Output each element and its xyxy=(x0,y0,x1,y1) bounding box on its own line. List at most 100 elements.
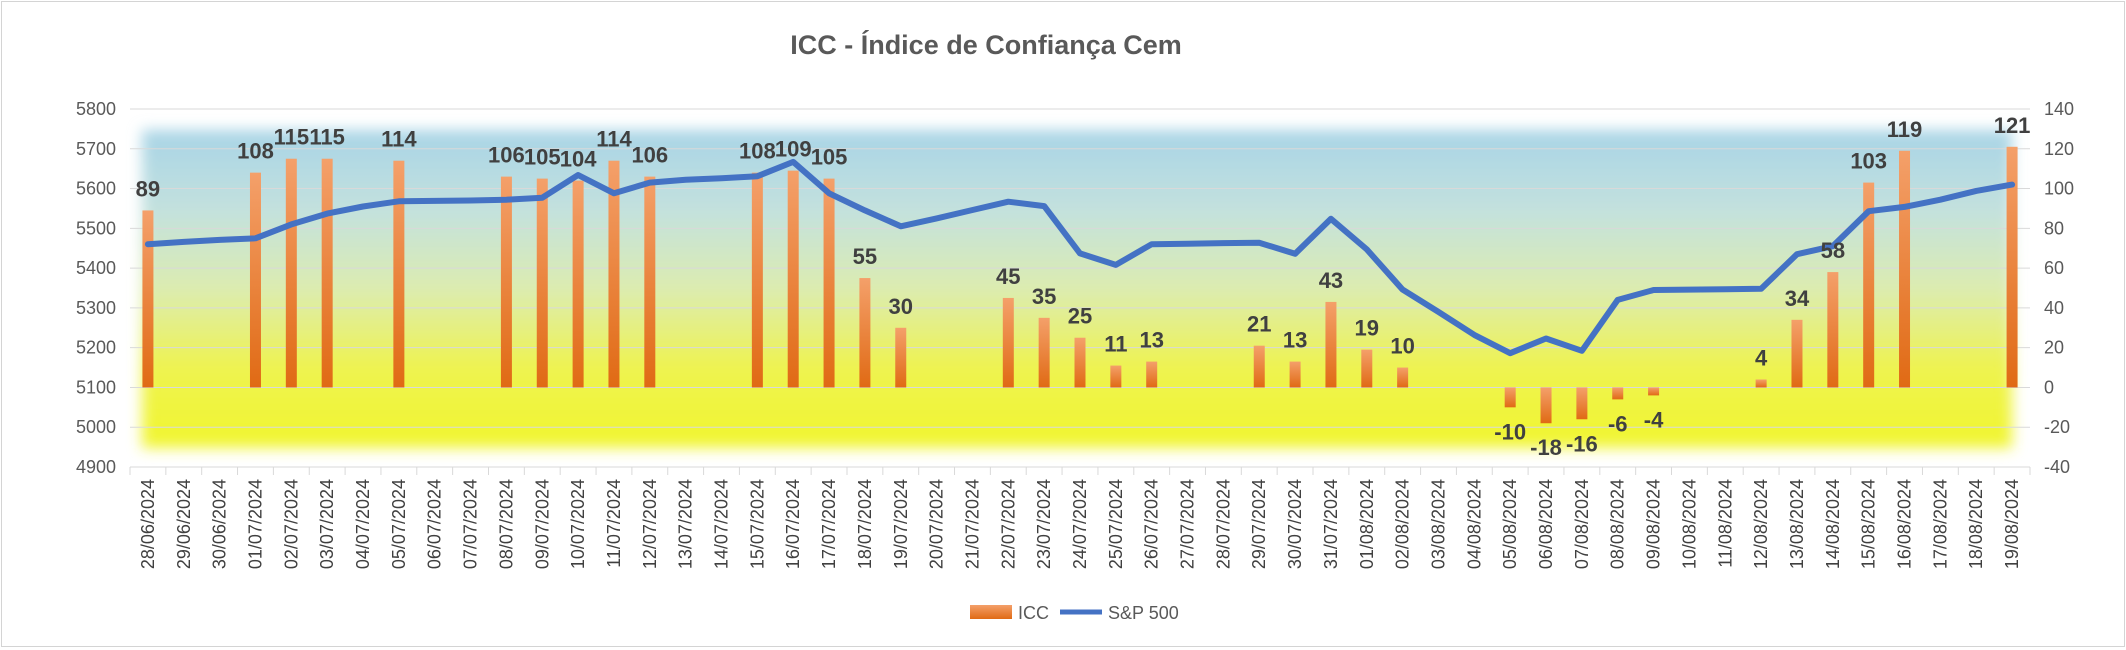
icc-data-label: 114 xyxy=(381,127,417,152)
icc-bar xyxy=(536,178,548,388)
icc-bar xyxy=(572,180,584,388)
icc-bar xyxy=(1899,150,1911,388)
icc-data-label: 105 xyxy=(524,145,561,170)
x-tick-label: 13/07/2024 xyxy=(676,479,696,569)
chart-title: ICC - Índice de Confiança Cem xyxy=(790,29,1182,60)
left-tick-label: 5200 xyxy=(76,338,116,358)
icc-data-label: 13 xyxy=(1283,328,1307,353)
icc-data-label: -18 xyxy=(1530,435,1562,460)
icc-bar xyxy=(1827,272,1839,388)
icc-data-label: 104 xyxy=(560,147,597,172)
x-tick-label: 16/07/2024 xyxy=(783,479,803,569)
icc-bar xyxy=(1002,297,1014,388)
icc-bar xyxy=(285,158,297,388)
icc-bar xyxy=(1791,319,1803,388)
icc-bar xyxy=(1038,317,1050,388)
x-tick-label: 09/08/2024 xyxy=(1644,479,1664,569)
icc-bar xyxy=(2006,146,2018,388)
x-tick-label: 21/07/2024 xyxy=(962,479,982,569)
x-tick-label: 29/07/2024 xyxy=(1249,479,1269,569)
x-tick-label: 28/06/2024 xyxy=(138,479,158,569)
left-axis-ticks: 4900 5000 5100 5200 5300 5400 5500 5600 5700 5800 xyxy=(76,99,116,477)
right-axis-ticks: -40 -20 0 20 40 60 80 100 120 140 xyxy=(2044,99,2074,477)
left-tick-label: 5600 xyxy=(76,179,116,199)
left-tick-label: 4900 xyxy=(76,457,116,477)
icc-data-label: 55 xyxy=(853,244,877,269)
left-tick-label: 5800 xyxy=(76,99,116,119)
x-tick-label: 24/07/2024 xyxy=(1070,479,1090,569)
icc-bar xyxy=(1253,345,1265,388)
icc-bars xyxy=(142,146,2018,424)
icc-bar xyxy=(1361,349,1373,388)
right-tick-label: 140 xyxy=(2044,99,2074,119)
icc-data-label: 35 xyxy=(1032,284,1056,309)
x-tick-label: 10/08/2024 xyxy=(1679,479,1699,569)
x-tick-label: 26/07/2024 xyxy=(1142,479,1162,569)
x-tick-label: 04/07/2024 xyxy=(353,479,373,569)
icc-bar xyxy=(500,176,512,388)
x-tick-label: 30/07/2024 xyxy=(1285,479,1305,569)
left-tick-label: 5000 xyxy=(76,417,116,437)
icc-data-label: 109 xyxy=(775,137,812,162)
legend-label-sp500: S&P 500 xyxy=(1108,603,1179,623)
icc-bar xyxy=(608,160,620,388)
legend-label-icc: ICC xyxy=(1018,603,1049,623)
x-tick-label: 28/07/2024 xyxy=(1213,479,1233,569)
icc-bar xyxy=(1146,361,1158,388)
x-tick-label: 27/07/2024 xyxy=(1178,479,1198,569)
left-tick-label: 5700 xyxy=(76,139,116,159)
x-tick-label: 02/07/2024 xyxy=(281,479,301,569)
x-tick-label: 06/08/2024 xyxy=(1536,479,1556,569)
x-tick-label: 13/08/2024 xyxy=(1787,479,1807,569)
x-tick-label: 07/07/2024 xyxy=(461,479,481,569)
icc-bar xyxy=(1397,367,1409,388)
icc-data-label: -10 xyxy=(1494,419,1526,444)
right-tick-label: 40 xyxy=(2044,298,2064,318)
right-tick-label: -40 xyxy=(2044,457,2070,477)
right-tick-label: 0 xyxy=(2044,377,2054,397)
icc-data-label: -16 xyxy=(1566,431,1598,456)
x-tick-label: 08/07/2024 xyxy=(496,479,516,569)
x-tick-label: 15/07/2024 xyxy=(747,479,767,569)
left-tick-label: 5100 xyxy=(76,377,116,397)
x-tick-label: 03/08/2024 xyxy=(1428,479,1448,569)
x-tick-label: 02/08/2024 xyxy=(1393,479,1413,569)
icc-data-label: 21 xyxy=(1247,312,1271,337)
icc-data-label: 119 xyxy=(1887,117,1923,142)
icc-data-label: 34 xyxy=(1785,286,1810,311)
sp500-polyline xyxy=(144,158,2016,357)
icc-data-label: 106 xyxy=(488,143,525,168)
icc-data-label: 108 xyxy=(237,139,274,164)
x-tick-label: 11/08/2024 xyxy=(1715,479,1735,568)
icc-bar xyxy=(1540,387,1552,424)
x-tick-label: 01/08/2024 xyxy=(1357,479,1377,569)
icc-data-label: 30 xyxy=(889,294,913,319)
icc-data-label: 114 xyxy=(596,127,632,152)
x-tick-label: 17/07/2024 xyxy=(819,479,839,569)
x-tick-label: 29/06/2024 xyxy=(174,479,194,569)
icc-bar xyxy=(859,278,871,388)
icc-bar xyxy=(1576,387,1588,420)
x-tick-label: 31/07/2024 xyxy=(1321,479,1341,569)
icc-data-label: -4 xyxy=(1644,407,1664,432)
icc-bar xyxy=(823,178,835,388)
icc-bar xyxy=(249,172,261,388)
icc-data-label: 25 xyxy=(1068,304,1092,329)
x-tick-label: 09/07/2024 xyxy=(532,479,552,569)
icc-bar xyxy=(1504,387,1516,408)
icc-bar xyxy=(1863,182,1875,388)
x-tick-label: 23/07/2024 xyxy=(1034,479,1054,569)
x-tick-label: 03/07/2024 xyxy=(317,479,337,569)
x-tick-label: 04/08/2024 xyxy=(1464,479,1484,569)
icc-data-label: 43 xyxy=(1319,268,1343,293)
icc-data-label: 89 xyxy=(136,176,160,201)
x-tick-label: 12/07/2024 xyxy=(640,479,660,569)
icc-data-label: 108 xyxy=(739,139,776,164)
x-tick-label: 17/08/2024 xyxy=(1930,479,1950,569)
sp500-line xyxy=(144,158,2016,357)
icc-data-label: 11 xyxy=(1104,332,1127,357)
x-tick-label: 18/07/2024 xyxy=(855,479,875,569)
icc-bar xyxy=(895,327,907,388)
x-tick-label: 19/07/2024 xyxy=(891,479,911,569)
